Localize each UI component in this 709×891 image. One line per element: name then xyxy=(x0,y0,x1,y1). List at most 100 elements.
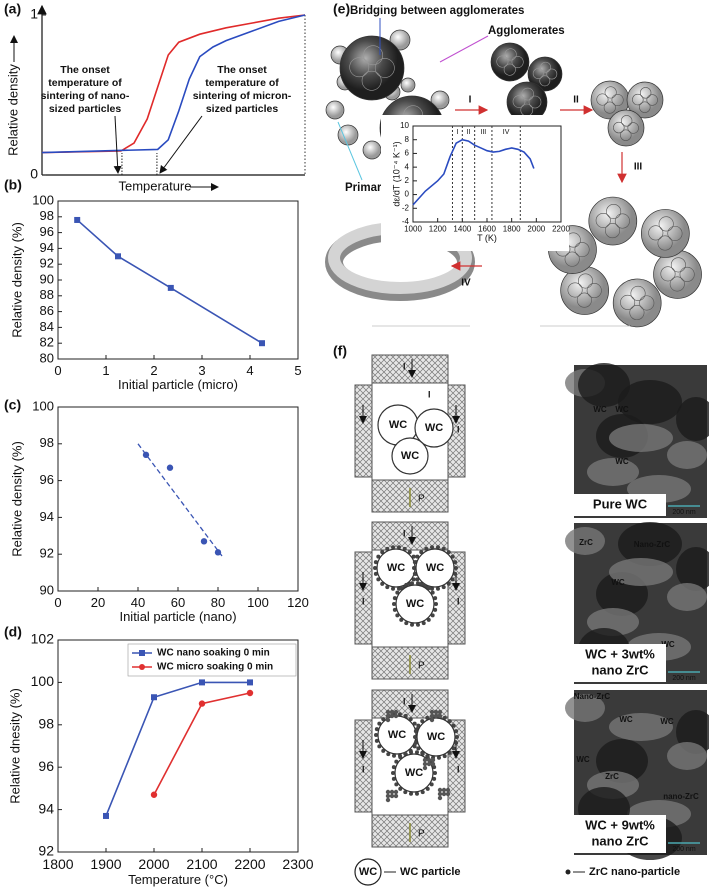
primary-particle xyxy=(400,77,416,93)
y-tick-label: 1 xyxy=(30,6,38,22)
zrc-dot xyxy=(373,560,378,565)
x-tick-label: 4 xyxy=(246,363,253,378)
panel-label: (b) xyxy=(4,177,22,193)
zrc-dot xyxy=(412,566,416,570)
sub-particle xyxy=(361,70,382,91)
tem-label: Nano-ZrC xyxy=(634,540,671,549)
point xyxy=(259,340,265,347)
zrc-dot xyxy=(430,545,435,550)
scale-label: 200 nm xyxy=(672,675,696,682)
sub-particle xyxy=(639,87,652,99)
y-tick-label: 100 xyxy=(31,673,55,689)
annotation: The onset xyxy=(60,64,110,76)
tem-label: WC xyxy=(661,640,675,649)
zrc-dot xyxy=(451,746,456,751)
particle-label: WC xyxy=(426,562,444,574)
zrc-dot xyxy=(450,577,455,582)
zrc-dot xyxy=(377,721,382,726)
zrc-dot xyxy=(391,586,396,591)
y-tick-label: 94 xyxy=(40,509,54,524)
y-tick-label: -4 xyxy=(402,217,410,226)
x-tick-label: 1800 xyxy=(42,856,73,872)
sub-particle xyxy=(363,45,384,66)
die-wall xyxy=(354,384,373,478)
tem-label: ZrC xyxy=(579,538,593,547)
y-tick-label: 92 xyxy=(40,546,54,561)
tem-grain xyxy=(676,547,709,591)
particle-label: WC xyxy=(405,767,423,779)
zrc-dot xyxy=(394,782,399,787)
point xyxy=(74,216,81,223)
tem-label: WC xyxy=(615,457,629,466)
y-tick-label: 98 xyxy=(38,716,54,732)
zrc-dot xyxy=(454,740,459,745)
fit-line xyxy=(137,443,223,557)
step-label: IV xyxy=(461,278,471,289)
zrc-dot xyxy=(416,723,421,728)
zrc-dot xyxy=(437,713,443,719)
zrc-dot xyxy=(451,723,456,728)
y-tick-label: 92 xyxy=(38,843,54,859)
particle-label: WC xyxy=(389,419,407,431)
annotation: sintering of micron- xyxy=(193,90,292,102)
arrow-label: I xyxy=(457,596,460,606)
primary-particle xyxy=(389,29,411,51)
plot-frame xyxy=(57,200,299,360)
tem-label: WC xyxy=(660,717,674,726)
zrc-dot xyxy=(435,586,440,591)
y-tick-label: 90 xyxy=(40,271,54,286)
zrc-dot xyxy=(409,791,414,796)
zrc-dot xyxy=(453,571,458,576)
wc-particle xyxy=(415,548,455,588)
zrc-dot xyxy=(445,787,451,793)
sub-particle xyxy=(632,93,644,106)
zrc-dot xyxy=(402,546,407,551)
panel-label: (c) xyxy=(4,397,21,413)
tem-grain xyxy=(587,458,639,486)
pointer xyxy=(439,35,489,63)
plot-frame xyxy=(57,639,299,853)
x-tick-label: 2000 xyxy=(138,856,169,872)
particle-label: WC xyxy=(388,729,406,741)
zrc-dot xyxy=(430,757,436,763)
agglomerate xyxy=(640,209,690,258)
y-tick-label: 10 xyxy=(400,121,409,130)
axis-arrows xyxy=(10,4,305,191)
zrc-dot xyxy=(415,622,420,627)
series-line xyxy=(41,14,306,154)
zrc-dot xyxy=(392,753,397,758)
annotation: temperature of xyxy=(48,77,122,89)
zrc-dot xyxy=(393,709,399,715)
zrc-dot xyxy=(385,717,391,723)
tem-grain xyxy=(578,363,630,407)
zrc-dot xyxy=(391,771,395,775)
zrc-dot xyxy=(374,727,379,732)
sub-particle xyxy=(596,93,609,106)
zrc-dot xyxy=(411,577,416,582)
arrow-label: I xyxy=(403,696,406,706)
x-tick-label: 1800 xyxy=(503,225,521,234)
x-axis-label: T (K) xyxy=(477,233,497,243)
press-label: P xyxy=(418,829,425,840)
sub-particle xyxy=(620,294,636,310)
agglomerate xyxy=(339,35,405,101)
zrc-dot xyxy=(397,712,402,717)
annotation: The onset xyxy=(217,64,267,76)
point xyxy=(199,679,205,686)
zrc-dot xyxy=(430,613,435,618)
zrc-dot xyxy=(413,740,418,745)
panel-labels: (a) (b) (c) (d) (e) (f) xyxy=(4,1,350,640)
annotation: temperature of xyxy=(205,77,279,89)
y-axis-label: Relative density (%) xyxy=(9,222,24,338)
zrc-dot xyxy=(389,709,395,715)
agglomerates-label: Agglomerates xyxy=(488,25,565,37)
y-tick-label: 0 xyxy=(405,190,410,199)
tem-label: WC xyxy=(619,715,633,724)
y-tick-label: 98 xyxy=(40,208,54,223)
arrow-label: I xyxy=(362,596,365,606)
zrc-dot xyxy=(441,585,446,590)
zrc-dot xyxy=(433,607,438,612)
